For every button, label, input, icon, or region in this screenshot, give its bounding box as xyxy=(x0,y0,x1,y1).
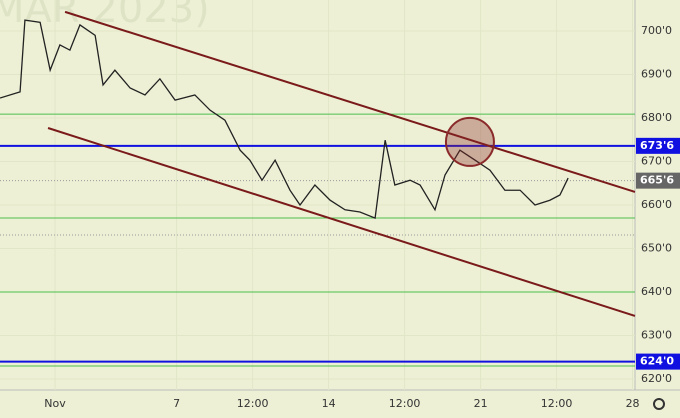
price-label: 624'0 xyxy=(640,355,674,368)
settings-icon[interactable] xyxy=(653,398,665,410)
watermark: MAR 2023) xyxy=(0,0,210,32)
y-tick-label: 660'0 xyxy=(641,198,672,211)
gear[interactable] xyxy=(653,398,665,410)
x-tick-label: 28 xyxy=(626,397,640,410)
y-tick-label: 680'0 xyxy=(641,111,672,124)
x-tick-label: 12:00 xyxy=(389,397,421,410)
highlight-circle xyxy=(444,116,495,167)
y-tick-label: 630'0 xyxy=(641,328,672,341)
y-tick-label: 670'0 xyxy=(641,155,672,168)
y-tick-label: 620'0 xyxy=(641,372,672,385)
price-line xyxy=(0,19,569,219)
x-tick-label: 21 xyxy=(474,397,488,410)
y-tick-label: 700'0 xyxy=(641,24,672,37)
y-tick-label: 650'0 xyxy=(641,242,672,255)
x-tick-label: 7 xyxy=(173,397,180,410)
trend-line xyxy=(64,10,636,193)
x-tick-label: Nov xyxy=(44,397,66,410)
price-label: 673'6 xyxy=(640,139,674,152)
x-tick-label: 14 xyxy=(322,397,336,410)
x-tick-label: 12:00 xyxy=(541,397,573,410)
y-tick-label: 640'0 xyxy=(641,285,672,298)
price-label-box xyxy=(636,172,680,189)
price-label-box xyxy=(636,137,680,154)
x-tick-label: 12:00 xyxy=(237,397,269,410)
price-label: 665'6 xyxy=(640,174,674,187)
trend-line xyxy=(47,127,636,317)
price-label-box xyxy=(636,353,680,370)
y-tick-label: 690'0 xyxy=(641,68,672,81)
